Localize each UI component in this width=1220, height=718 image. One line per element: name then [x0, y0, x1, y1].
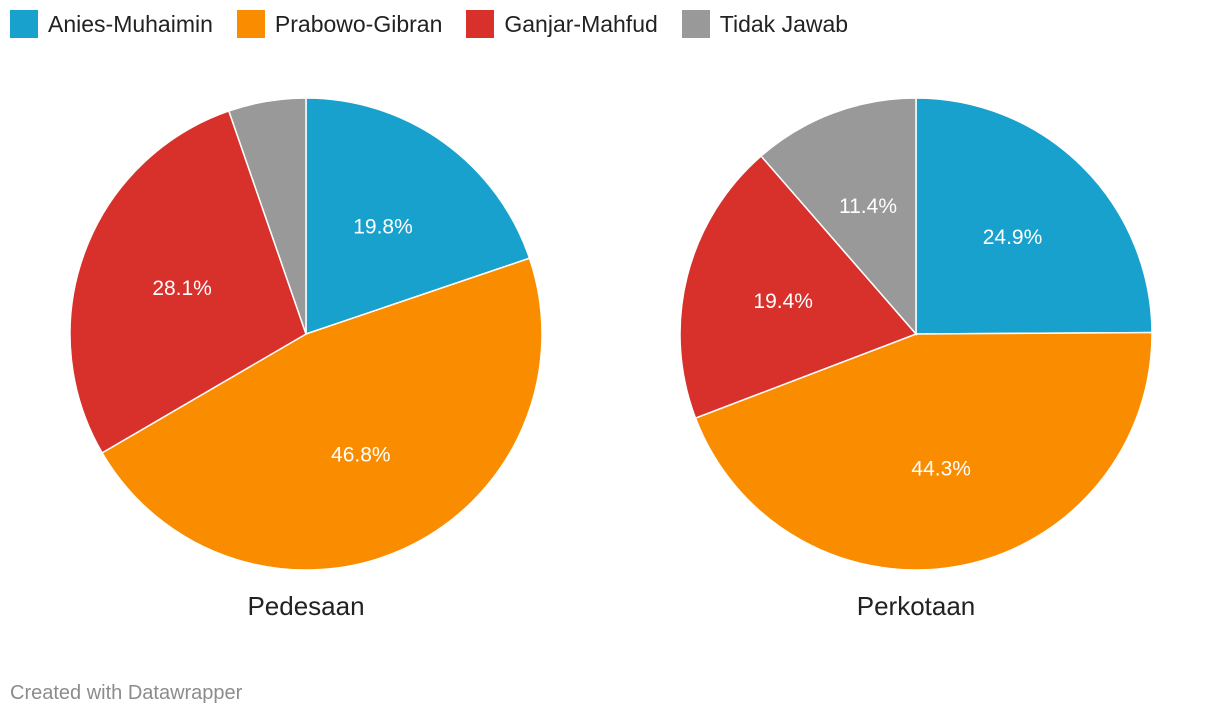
pie-slice-ganjar-mahfud — [679, 154, 918, 420]
legend-swatch — [681, 10, 710, 38]
pie-slice-tidak-jawab — [759, 97, 917, 337]
slice-value-label: 24.9% — [983, 226, 1043, 249]
pie-title: Pedesaan — [247, 591, 364, 621]
pie-slice-tidak-jawab — [227, 97, 307, 335]
slice-value-label: 11.4% — [839, 195, 897, 218]
pie-slice-anies-muhaimin — [915, 97, 1153, 335]
legend: Anies-Muhaimin Prabowo-Gibran Ganjar-Mah… — [10, 8, 872, 40]
pie-slice-ganjar-mahfud — [69, 110, 307, 454]
legend-item-ganjar-mahfud: Ganjar-Mahfud — [466, 10, 658, 38]
pie-chart-pedesaan: 19.8% 46.8% 28.1% Pedesaan — [69, 97, 543, 621]
pie-slice-prabowo-gibran — [694, 331, 1153, 571]
legend-swatch — [236, 10, 265, 38]
legend-label: Anies-Muhaimin — [48, 10, 213, 37]
pie-chart-perkotaan: 24.9% 44.3% 19.4% 11.4% Perkotaan — [679, 97, 1153, 621]
pie-slice-prabowo-gibran — [101, 257, 543, 571]
legend-item-prabowo-gibran: Prabowo-Gibran — [236, 10, 443, 38]
legend-label: Tidak Jawab — [719, 10, 849, 37]
legend-item-tidak-jawab: Tidak Jawab — [681, 10, 849, 38]
slice-value-label: 19.8% — [353, 216, 413, 239]
slice-value-label: 28.1% — [152, 277, 212, 300]
credit-text: Created with Datawrapper — [10, 682, 243, 704]
slice-value-label: 19.4% — [753, 290, 813, 313]
legend-swatch — [10, 10, 38, 38]
pie-title: Perkotaan — [857, 591, 976, 621]
pie-slice-anies-muhaimin — [305, 97, 531, 336]
legend-item-anies-muhaimin: Anies-Muhaimin — [10, 10, 213, 38]
legend-label: Ganjar-Mahfud — [504, 10, 658, 37]
slice-value-label: 44.3% — [911, 458, 971, 481]
legend-label: Prabowo-Gibran — [274, 10, 443, 37]
slice-value-label: 46.8% — [331, 443, 391, 466]
legend-swatch — [466, 10, 495, 38]
